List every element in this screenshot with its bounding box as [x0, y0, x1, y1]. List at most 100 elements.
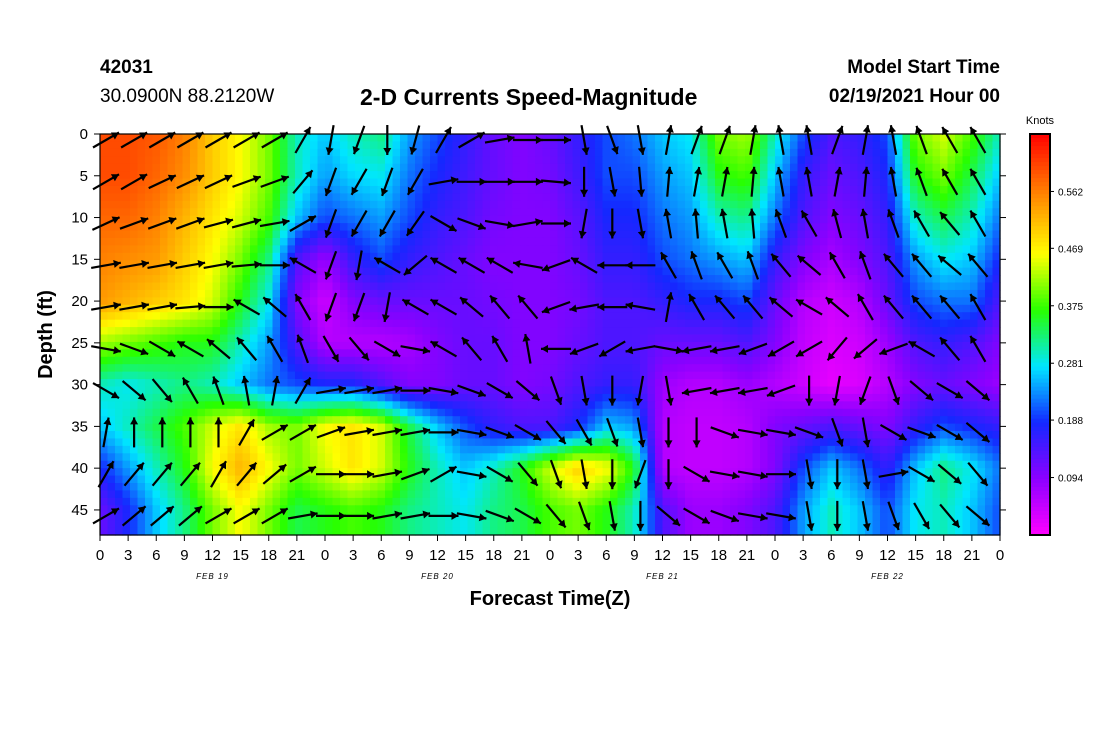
- heatmap-cell: [295, 178, 304, 187]
- heatmap-cell: [910, 408, 919, 417]
- heatmap-cell: [145, 200, 154, 209]
- heatmap-cell: [782, 349, 791, 358]
- heatmap-cell: [887, 304, 896, 313]
- heatmap-cell: [182, 185, 191, 195]
- heatmap-cell: [722, 178, 731, 187]
- heatmap-cell: [632, 134, 641, 143]
- heatmap-cell: [235, 230, 244, 239]
- heatmap-cell: [332, 416, 341, 425]
- heatmap-cell: [280, 193, 289, 202]
- heatmap-cell: [325, 334, 334, 343]
- heatmap-cell: [700, 379, 709, 388]
- heatmap-cell: [220, 364, 229, 373]
- heatmap-cell: [610, 319, 619, 328]
- heatmap-cell: [715, 200, 724, 209]
- heatmap-cell: [880, 148, 889, 157]
- heatmap-cell: [542, 334, 551, 343]
- heatmap-cell: [767, 223, 776, 232]
- heatmap-cell: [505, 252, 514, 261]
- heatmap-cell: [595, 297, 604, 306]
- heatmap-cell: [310, 416, 319, 425]
- heatmap-cell: [752, 327, 761, 336]
- heatmap-cell: [460, 171, 469, 180]
- heatmap-cell: [205, 148, 214, 157]
- heatmap-cell: [565, 341, 574, 350]
- heatmap-cell: [527, 356, 536, 365]
- heatmap-cell: [632, 334, 641, 343]
- heatmap-cell: [287, 275, 296, 284]
- heatmap-cell: [362, 156, 371, 165]
- heatmap-cell: [565, 163, 574, 172]
- heatmap-cell: [377, 141, 386, 150]
- heatmap-cell: [370, 379, 379, 388]
- heatmap-cell: [160, 379, 169, 388]
- heatmap-cell: [902, 289, 911, 298]
- heatmap-cell: [535, 297, 544, 306]
- heatmap-cell: [940, 312, 949, 321]
- heatmap-cell: [182, 312, 191, 321]
- heatmap-cell: [700, 208, 709, 217]
- heatmap-cell: [632, 312, 641, 321]
- heatmap-cell: [730, 141, 739, 150]
- heatmap-cell: [512, 349, 521, 358]
- heatmap-cell: [595, 252, 604, 261]
- heatmap-cell: [145, 208, 154, 217]
- heatmap-cell: [587, 282, 596, 291]
- heatmap-cell: [377, 215, 386, 224]
- heatmap-cell: [295, 185, 304, 195]
- heatmap-cell: [152, 193, 161, 202]
- heatmap-cell: [392, 319, 401, 328]
- heatmap-cell: [152, 223, 161, 232]
- heatmap-cell: [272, 178, 281, 187]
- heatmap-cell: [557, 408, 566, 417]
- heatmap-cell: [235, 148, 244, 157]
- heatmap-cell: [557, 282, 566, 291]
- heatmap-cell: [370, 341, 379, 350]
- heatmap-cell: [805, 275, 814, 284]
- heatmap-cell: [677, 163, 686, 172]
- heatmap-cell: [422, 401, 431, 410]
- heatmap-cell: [317, 401, 326, 410]
- heatmap-cell: [595, 208, 604, 217]
- heatmap-cell: [212, 304, 221, 313]
- heatmap-cell: [670, 356, 679, 365]
- heatmap-cell: [595, 386, 604, 395]
- heatmap-cell: [662, 393, 671, 402]
- heatmap-cell: [730, 297, 739, 306]
- heatmap-cell: [857, 163, 866, 172]
- heatmap-cell: [310, 312, 319, 321]
- heatmap-cell: [767, 408, 776, 417]
- heatmap-cell: [475, 134, 484, 143]
- heatmap-cell: [857, 260, 866, 269]
- heatmap-cell: [752, 349, 761, 358]
- heatmap-cell: [932, 401, 941, 410]
- heatmap-cell: [655, 208, 664, 217]
- heatmap-cell: [932, 200, 941, 209]
- heatmap-cell: [842, 134, 851, 143]
- heatmap-cell: [452, 327, 461, 336]
- heatmap-cell: [632, 349, 641, 358]
- heatmap-cell: [295, 275, 304, 284]
- heatmap-cell: [475, 431, 484, 440]
- heatmap-cell: [617, 252, 626, 261]
- heatmap-cell: [737, 245, 746, 254]
- heatmap-cell: [767, 401, 776, 410]
- heatmap-cell: [610, 379, 619, 388]
- heatmap-cell: [190, 327, 199, 336]
- heatmap-cell: [422, 431, 431, 440]
- heatmap-cell: [332, 230, 341, 239]
- heatmap-cell: [115, 245, 124, 254]
- heatmap-cell: [145, 401, 154, 410]
- heatmap-cell: [220, 223, 229, 232]
- heatmap-cell: [715, 319, 724, 328]
- heatmap-cell: [220, 156, 229, 165]
- heatmap-cell: [670, 297, 679, 306]
- heatmap-cell: [752, 230, 761, 239]
- heatmap-cell: [925, 423, 934, 432]
- heatmap-cell: [895, 379, 904, 388]
- heatmap-cell: [452, 304, 461, 313]
- heatmap-cell: [617, 134, 626, 143]
- heatmap-cell: [902, 267, 911, 276]
- heatmap-cell: [595, 341, 604, 350]
- heatmap-cell: [362, 171, 371, 180]
